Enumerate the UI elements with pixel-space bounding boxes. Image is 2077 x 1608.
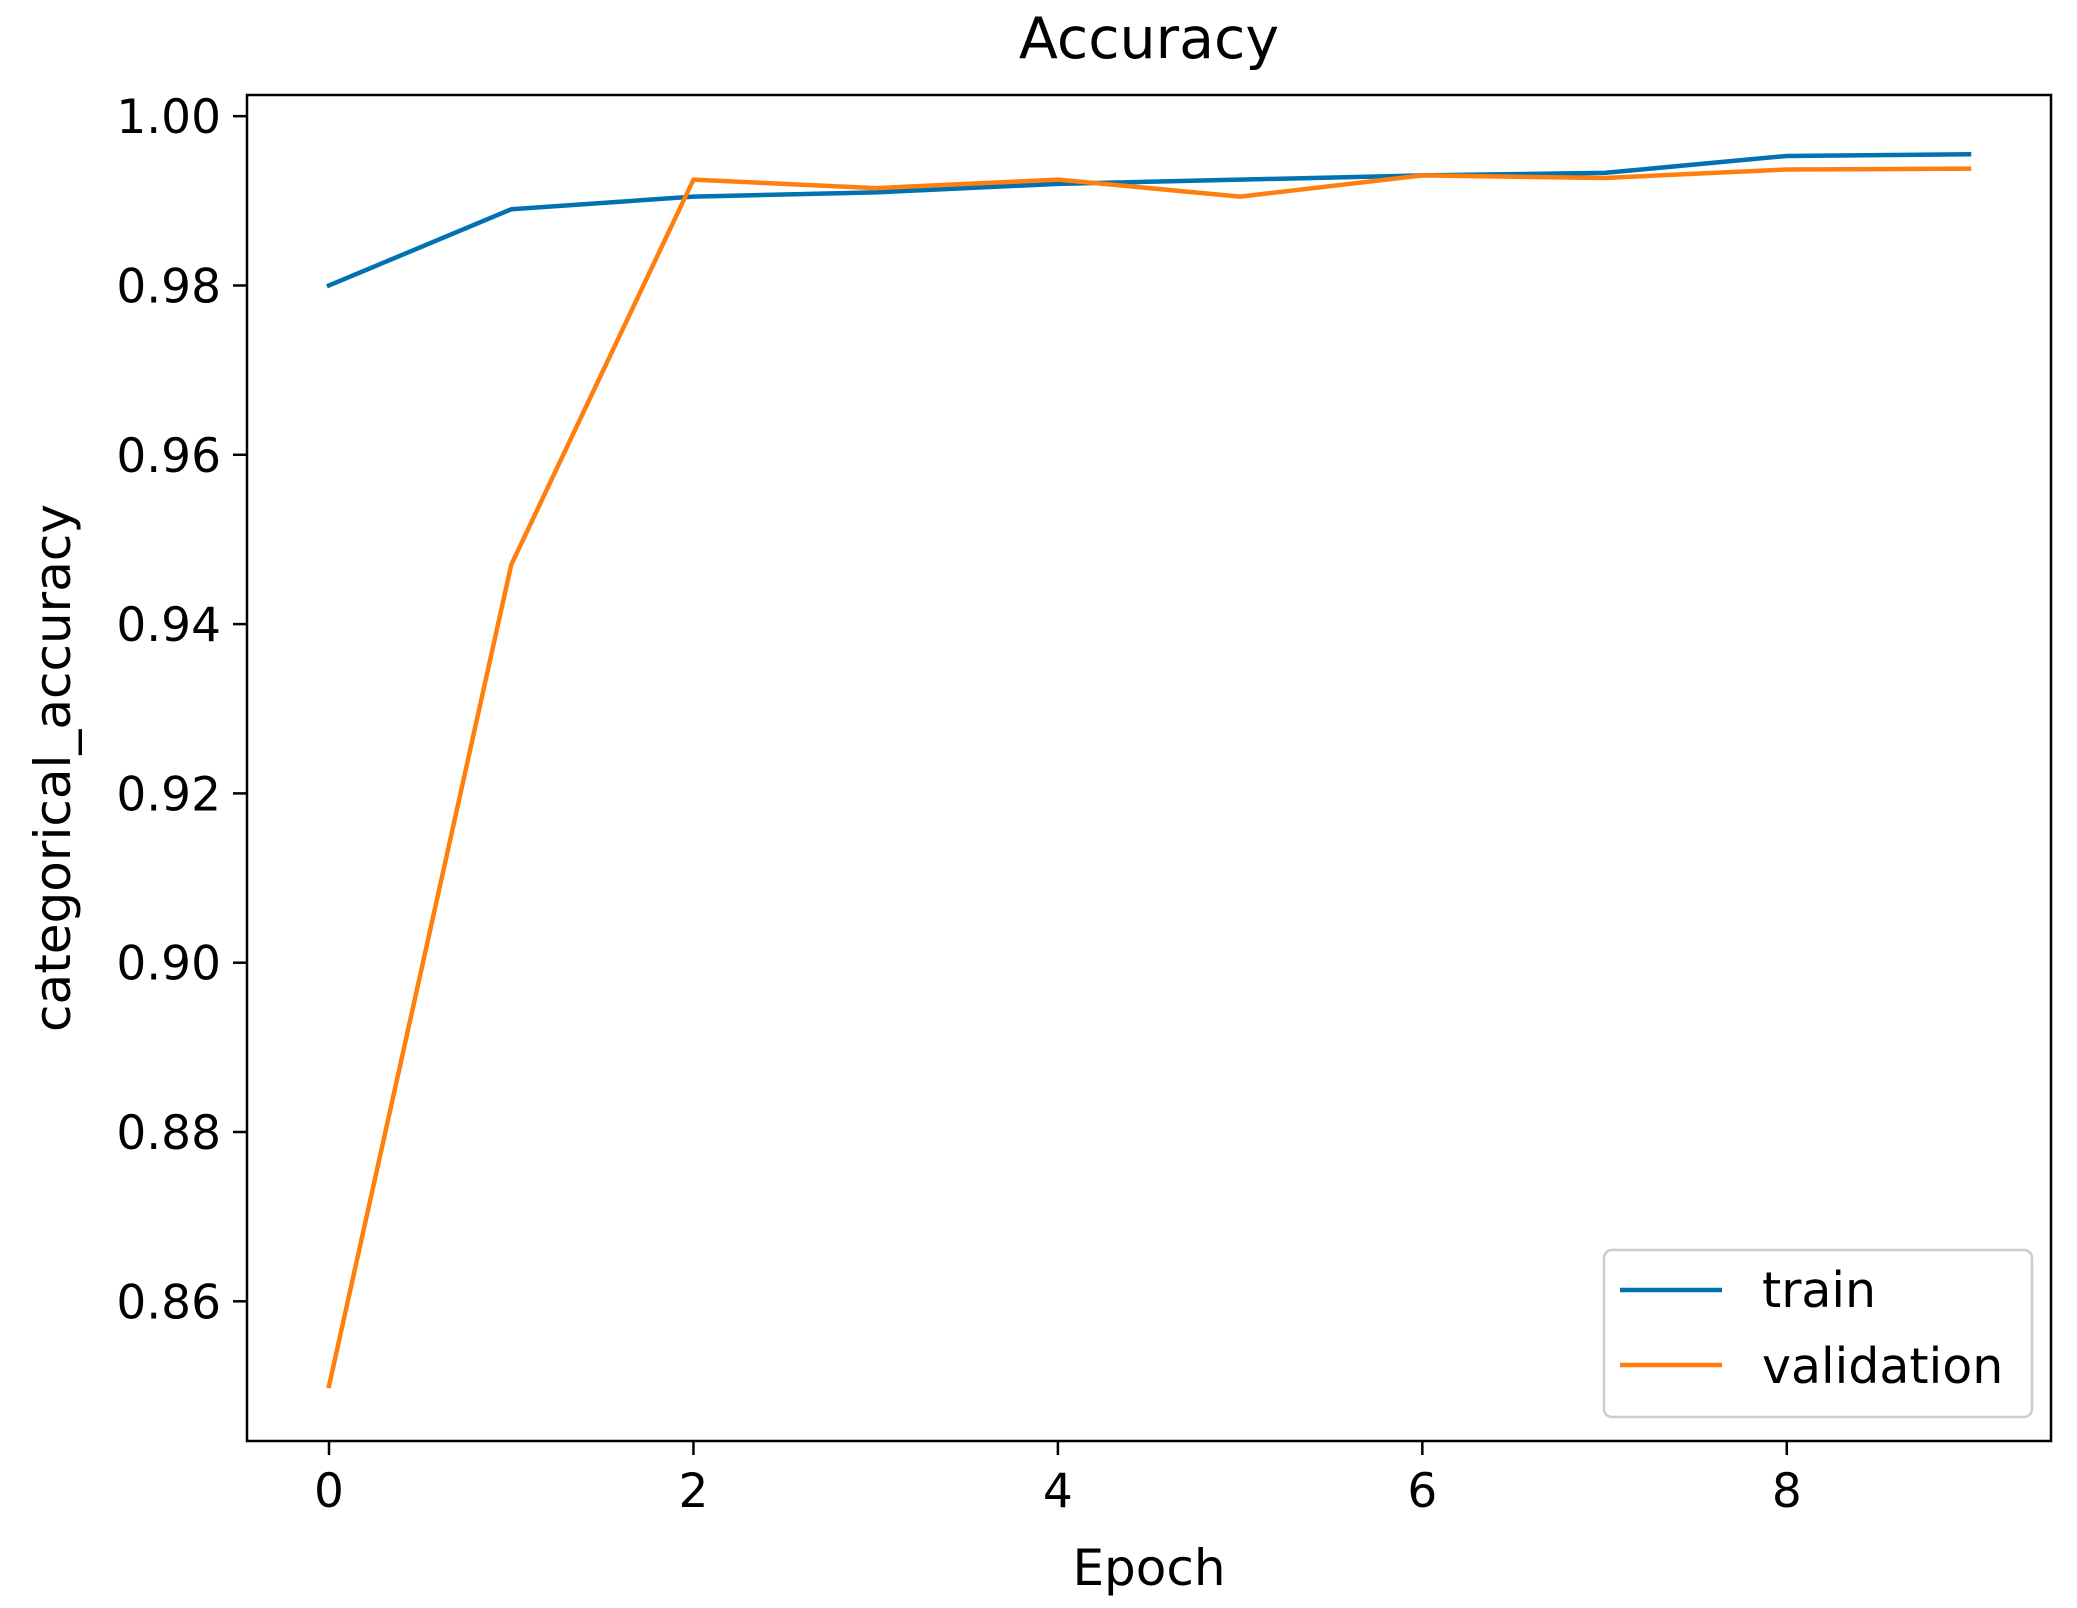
x-tick-label: 4 (1043, 1464, 1073, 1519)
series-line-validation (326, 166, 1972, 1389)
x-tick-label: 8 (1772, 1464, 1802, 1519)
y-tick-label: 1.00 (116, 90, 221, 145)
legend: train validation (1602, 1248, 2034, 1419)
x-tick-label: 0 (314, 1464, 344, 1519)
x-tick-label: 2 (678, 1464, 708, 1519)
y-tick-label: 0.90 (116, 937, 221, 992)
plot-frame (245, 93, 2053, 1443)
y-axis-label: categorical_accuracy (24, 504, 82, 1032)
x-tick-label: 6 (1407, 1464, 1437, 1519)
y-tick-label: 0.94 (116, 598, 221, 653)
series-layer (326, 151, 1972, 1389)
y-tick-label: 0.92 (116, 767, 221, 822)
y-tick-label: 0.86 (116, 1275, 221, 1330)
chart-title: Accuracy (1019, 6, 1279, 72)
x-axis-ticks: 0 2 4 6 8 (314, 1441, 1802, 1519)
y-axis-ticks: 0.86 0.88 0.90 0.92 0.94 0.96 0.98 1.00 (116, 90, 247, 1330)
y-tick-label: 0.96 (116, 429, 221, 484)
legend-label-validation: validation (1762, 1338, 2003, 1395)
y-tick-label: 0.98 (116, 259, 221, 314)
series-line-train (326, 151, 1972, 289)
y-tick-label: 0.88 (116, 1106, 221, 1161)
legend-label-train: train (1762, 1262, 1876, 1319)
x-axis-label: Epoch (1072, 1539, 1225, 1597)
